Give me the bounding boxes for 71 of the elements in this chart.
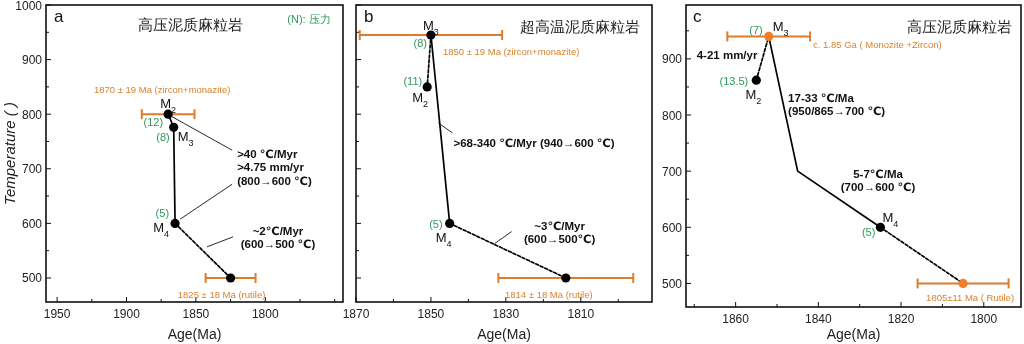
annotation: ~2℃/Myr (600→500 ℃) (240, 224, 316, 251)
annotation: >40 ℃/Myr >4.75 mm/yr (800→600 ℃) (237, 148, 312, 187)
text: 超高温泥质麻粒岩 (520, 18, 640, 35)
annotation: (N): 压力 (287, 13, 331, 25)
x-axis-title: Age(Ma) (167, 326, 222, 342)
annotation: 1850 ± 19 Ma (zircon+monazite) (442, 46, 580, 58)
x-tick-label: 1840 (804, 312, 833, 326)
annotation: M$_{4}$ (882, 210, 899, 230)
annotation: M$_{2}$ (745, 87, 762, 107)
y-tick-label: 900 (661, 52, 683, 67)
annotation: M$_{2}$ (412, 89, 429, 109)
x-tick-label: 1830 (492, 307, 520, 321)
y-tick-label: 800 (21, 107, 43, 122)
y-tick-label: 600 (21, 216, 43, 231)
x-tick-label: 1870 (342, 307, 370, 321)
point (958, 278, 968, 289)
annotation: M$_{4}$ (153, 220, 170, 240)
annotation: 1814 ± 18 Ma (rutile) (505, 288, 593, 300)
y-tick-label: 600 (661, 220, 683, 235)
x-tick-label: 1950 (43, 307, 71, 321)
annotation: 1825 ± 18 Ma (rutile) (177, 288, 266, 300)
annotation: (8) (413, 37, 427, 50)
annotation: c. 1.85 Ga ( Monozite +Zircon) (813, 39, 942, 51)
annotation: 1805±11 Ma ( Rutile) (926, 292, 1015, 304)
y-tick-label: 500 (21, 271, 43, 286)
annotation: b (364, 7, 374, 26)
annotation: a (54, 7, 64, 26)
annotation: (12) (143, 116, 164, 129)
point (169, 122, 179, 132)
x-tick-label: 1850 (417, 307, 445, 321)
annotation: (13.5) (719, 75, 749, 88)
point (751, 75, 761, 85)
annotation: (11) (403, 74, 423, 87)
y-tick-label: 1000 (15, 0, 43, 13)
y-tick-label: 500 (661, 276, 683, 291)
y-tick-label: 700 (21, 162, 43, 177)
point (170, 218, 180, 228)
x-tick-label: 1810 (567, 307, 595, 321)
x-axis-title: Age(Ma) (826, 326, 881, 342)
annotation: (8) (156, 131, 170, 144)
y-tick-label: 800 (661, 108, 683, 123)
x-tick-label: 1800 (251, 307, 279, 321)
point (764, 31, 774, 42)
annotation: M$_{4}$ (435, 230, 452, 250)
text: 高压泥质麻粒岩 (906, 18, 1012, 35)
annotation: M$_{3}$ (177, 129, 194, 149)
x-tick-label: 1850 (182, 307, 210, 321)
annotation: c (693, 7, 702, 26)
x-tick-label: 1900 (113, 307, 141, 321)
x-tick-label: 1820 (887, 312, 915, 326)
annotation: M$_{2}$ (160, 96, 177, 116)
annotation: M$_{3}$ (772, 19, 789, 39)
y-tick-label: 900 (21, 53, 43, 68)
point (163, 109, 173, 119)
annotation: 17-33 ℃/Ma (950/865→700 ℃) (788, 91, 886, 118)
y-axis-title: Temperature ( ) (1, 102, 18, 205)
annotation: 4-21 mm/yr (696, 48, 758, 61)
point (225, 273, 236, 283)
annotation: M$_{3}$ (423, 18, 439, 38)
annotation: (5) (861, 226, 876, 239)
point (875, 222, 885, 232)
annotation: >68-340 ℃/Myr (940→600 ℃) (453, 136, 615, 149)
text: 高压泥质麻粒岩 (137, 16, 243, 33)
annotation: 1870 ± 19 Ma (zircon+monazite) (93, 84, 231, 96)
x-tick-label: 1860 (722, 312, 750, 326)
annotation: 5-7℃/Ma (700→600 ℃) (840, 168, 916, 194)
x-tick-label: 1800 (970, 312, 998, 326)
x-axis-title: Age(Ma) (477, 326, 531, 342)
y-tick-label: 700 (661, 164, 683, 179)
annotation: (7) (749, 24, 763, 37)
annotation: (5) (155, 207, 170, 220)
